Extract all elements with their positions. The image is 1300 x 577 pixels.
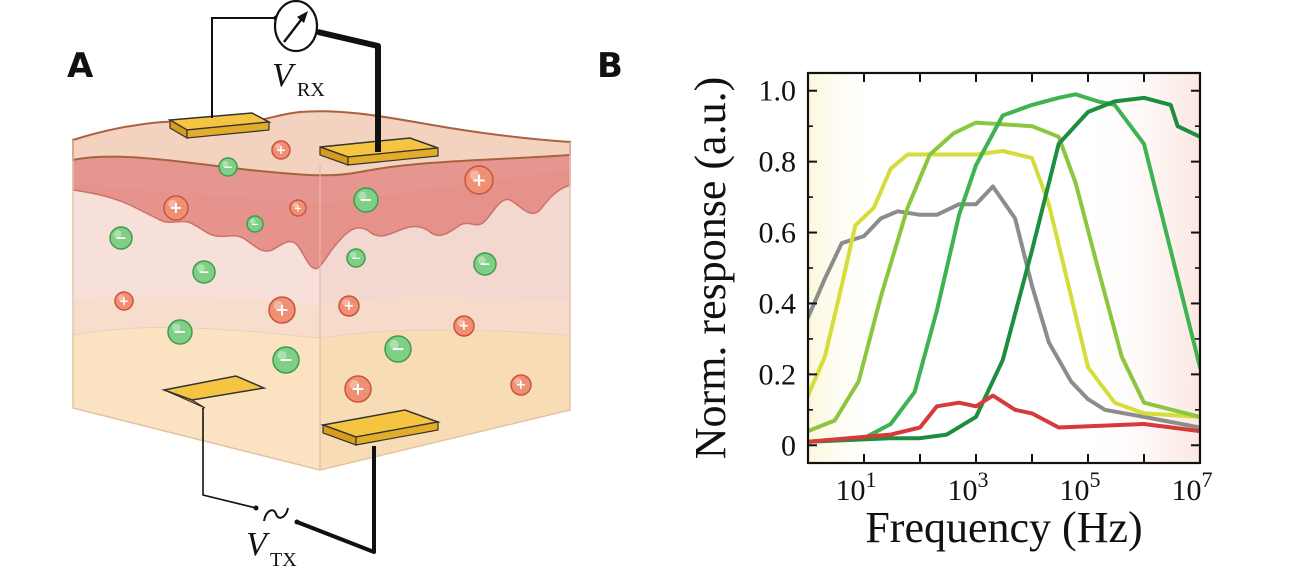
ion-sign: + bbox=[344, 299, 355, 314]
positive-ion-icon: + bbox=[344, 375, 372, 403]
x-axis-title: Frequency (Hz) bbox=[865, 503, 1142, 552]
x-tick-label: 107 bbox=[1172, 467, 1213, 507]
ion-sign: + bbox=[516, 378, 527, 393]
ion-sign: − bbox=[251, 219, 259, 230]
deep-dermis-tint bbox=[73, 295, 570, 338]
negative-ion-icon: − bbox=[167, 319, 193, 345]
negative-ion-icon: − bbox=[272, 346, 300, 374]
panel-b: B 101 103 105 107 0 0.2 0.4 0.6 0.8 1.0 Frequenc… bbox=[597, 46, 1213, 552]
electrode-tx-left bbox=[161, 375, 267, 409]
electrode-tx-right bbox=[320, 409, 441, 446]
negative-ion-icon: − bbox=[218, 157, 238, 177]
series-line-6 bbox=[808, 393, 1200, 444]
y-tick-label: 0 bbox=[781, 429, 796, 462]
ion-sign: − bbox=[391, 339, 405, 359]
negative-ion-icon: − bbox=[353, 187, 379, 213]
rx-circuit: V RX bbox=[211, 0, 381, 152]
electrode-rx-left bbox=[167, 112, 272, 140]
negative-ion-icon: − bbox=[192, 260, 216, 284]
vtx-subscript: TX bbox=[270, 549, 297, 571]
series-lines bbox=[808, 92, 1200, 444]
x-axis-ticks: 101 103 105 107 bbox=[836, 73, 1213, 507]
positive-ion-icon: + bbox=[510, 374, 532, 396]
y-tick-label: 0.2 bbox=[759, 358, 797, 391]
ion-sign: − bbox=[198, 265, 210, 281]
skin-block bbox=[72, 110, 571, 471]
ion-sign: − bbox=[359, 190, 372, 209]
ion-sign: − bbox=[279, 350, 293, 370]
vrx-subscript: RX bbox=[297, 79, 325, 101]
series-line-2 bbox=[808, 149, 1200, 419]
positive-ion-icon: + bbox=[268, 296, 296, 324]
series-line-1 bbox=[808, 184, 1200, 430]
positive-ion-icon: + bbox=[289, 199, 307, 217]
series-line-4 bbox=[808, 92, 1200, 444]
y-tick-label: 0.6 bbox=[759, 217, 797, 250]
vrx-symbol: V bbox=[272, 57, 297, 94]
ion-sign: − bbox=[115, 231, 127, 247]
ion-sign: + bbox=[351, 379, 365, 399]
positive-ion-icon: + bbox=[114, 291, 134, 311]
ion-sign: − bbox=[351, 251, 361, 265]
ion-sign: + bbox=[119, 294, 129, 308]
ion-sign: + bbox=[275, 300, 289, 320]
ion-sign: + bbox=[276, 143, 286, 157]
negative-ion-icon: − bbox=[346, 248, 366, 268]
ion-sign: + bbox=[459, 319, 470, 334]
positive-ion-icon: + bbox=[464, 165, 494, 195]
ion-sign: + bbox=[294, 203, 302, 214]
plot-background bbox=[808, 73, 1200, 463]
voltmeter-icon bbox=[273, 0, 319, 53]
y-tick-label: 0.8 bbox=[759, 146, 797, 179]
panel-a-label: A bbox=[67, 46, 94, 86]
panel-a: A bbox=[67, 0, 571, 571]
series-line-3 bbox=[808, 120, 1200, 434]
ions: − + + − + − + − − − − + + + + − − − + + bbox=[109, 140, 532, 403]
negative-ion-icon: − bbox=[109, 226, 133, 250]
x-tick-label: 103 bbox=[948, 467, 989, 507]
y-axis-title: Norm. response (a.u.) bbox=[686, 77, 735, 459]
positive-ion-icon: + bbox=[163, 195, 189, 221]
negative-ion-icon: − bbox=[384, 335, 412, 363]
positive-ion-icon: + bbox=[271, 140, 291, 160]
ion-sign: + bbox=[471, 170, 486, 191]
ion-sign: − bbox=[173, 322, 186, 341]
ion-sign: − bbox=[479, 257, 491, 273]
x-tick-label: 105 bbox=[1060, 467, 1101, 507]
y-tick-label: 0.4 bbox=[759, 287, 797, 320]
panel-b-label: B bbox=[597, 46, 623, 86]
negative-ion-icon: − bbox=[473, 252, 497, 276]
positive-ion-icon: + bbox=[453, 315, 475, 337]
series-line-5 bbox=[808, 95, 1200, 444]
block-outline bbox=[72, 140, 571, 471]
x-tick-label: 101 bbox=[836, 467, 877, 507]
ion-sign: + bbox=[169, 198, 182, 217]
y-tick-label: 1.0 bbox=[759, 75, 797, 108]
ac-source-icon bbox=[263, 507, 289, 522]
negative-ion-icon: − bbox=[246, 215, 264, 233]
ion-sign: − bbox=[223, 160, 233, 174]
y-axis-ticks: 0 0.2 0.4 0.6 0.8 1.0 bbox=[759, 75, 1200, 462]
vtx-symbol: V bbox=[246, 526, 271, 563]
positive-ion-icon: + bbox=[338, 295, 360, 317]
